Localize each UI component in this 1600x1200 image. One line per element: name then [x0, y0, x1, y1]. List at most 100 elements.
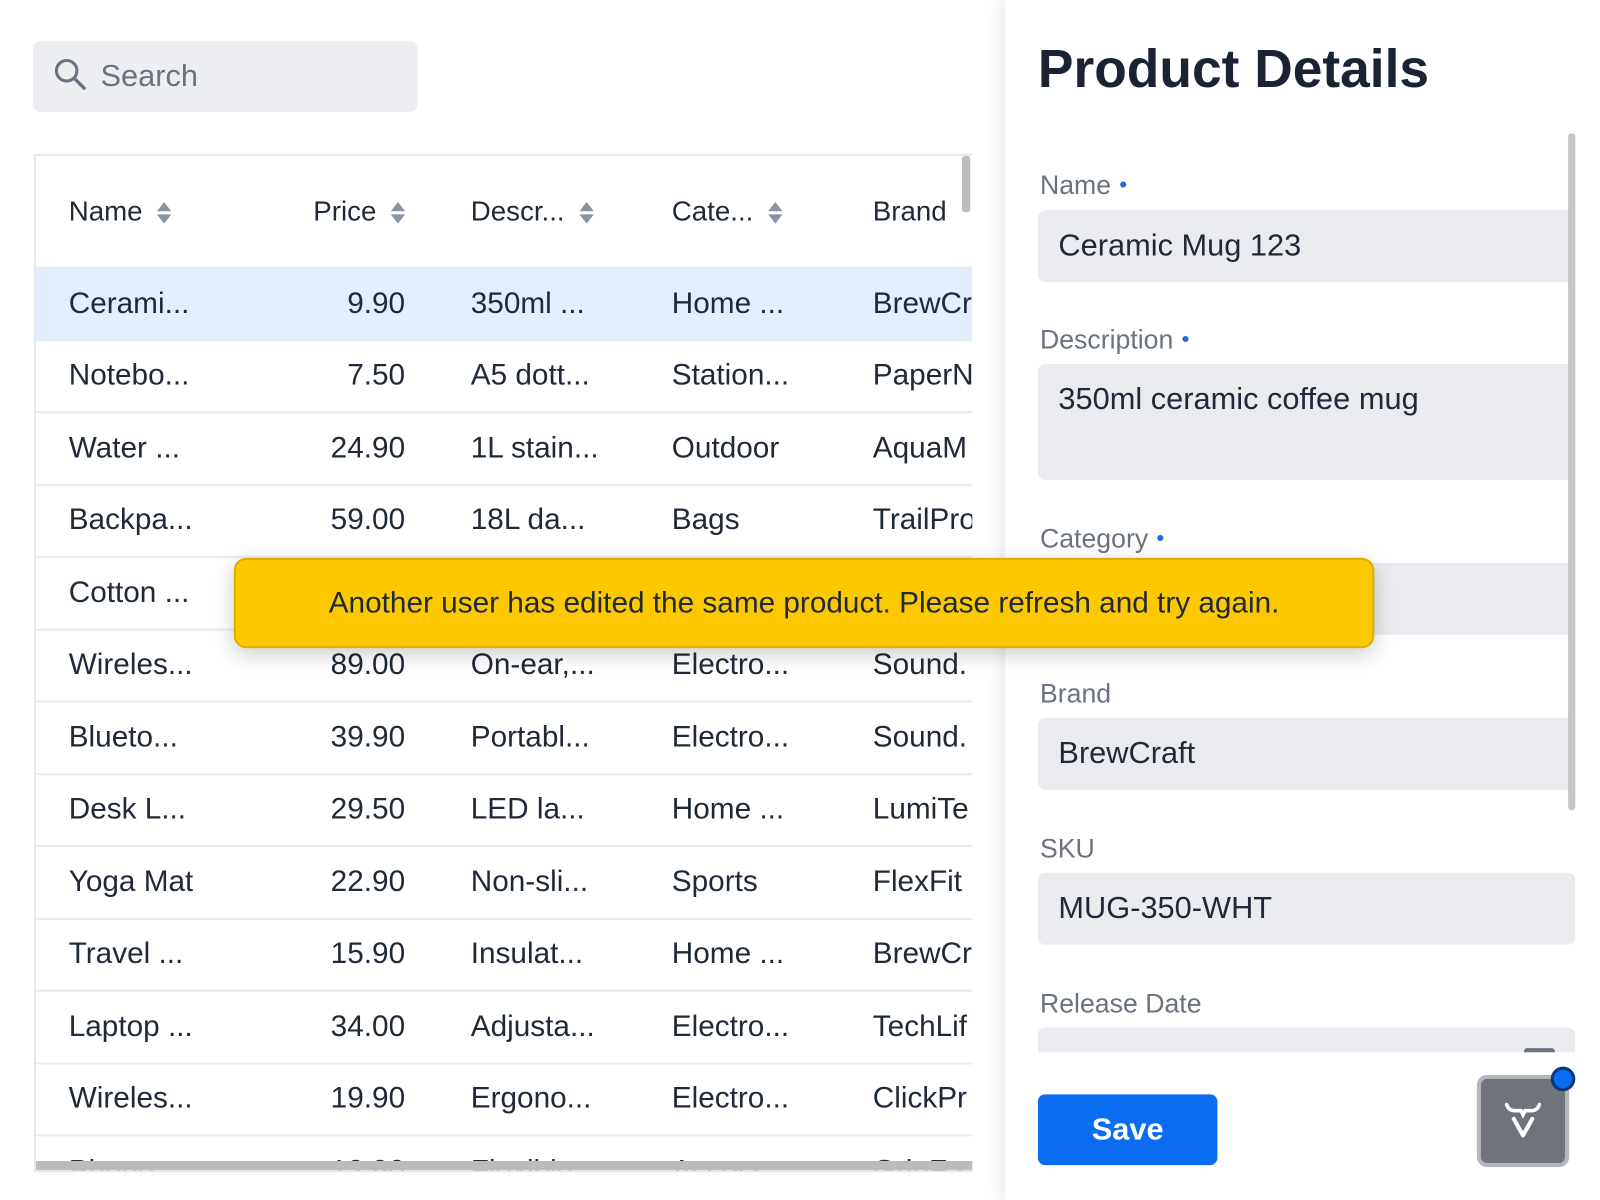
table-row[interactable]: Wireles... 89.00 On-ear,... Electro... Sound…	[35, 628, 973, 700]
required-indicator: •	[1119, 171, 1128, 197]
sort-icon[interactable]	[156, 201, 172, 224]
table-cell: Sports	[671, 865, 758, 899]
table-cell: Outdoor	[671, 431, 780, 465]
column-title: Cate...	[671, 195, 754, 227]
table-cell: Electro...	[671, 1082, 790, 1116]
label-text: Description	[1039, 324, 1174, 355]
error-notification: Another user has edited the same product…	[233, 557, 1375, 649]
field-label: SKU	[1040, 833, 1095, 865]
table-cell: 9.90	[347, 286, 406, 320]
required-indicator: •	[1156, 525, 1165, 551]
notification-message: Another user has edited the same product…	[328, 586, 1280, 619]
column-title: Brand	[872, 195, 947, 227]
table-cell: ClickPr	[872, 1082, 967, 1116]
product-grid: Name Price Descr... Cate... Brand Cerami... 9…	[33, 153, 973, 1173]
sort-icon[interactable]	[390, 201, 406, 224]
column-header-1[interactable]: Price	[313, 195, 406, 227]
table-row[interactable]: Notebo... 7.50 A5 dott... Station... PaperN	[35, 338, 972, 411]
table-row[interactable]: Laptop ... 34.00 Adjusta... Electro... TechL…	[35, 989, 973, 1062]
table-cell: 59.00	[330, 503, 406, 537]
table-cell: A5 dott...	[470, 359, 590, 393]
sort-icon[interactable]	[767, 201, 783, 224]
column-header-2[interactable]: Descr...	[471, 195, 594, 227]
table-cell: Insulat...	[470, 937, 584, 971]
column-title: Name	[68, 195, 143, 227]
table-cell: Non-sli...	[470, 865, 589, 899]
table-cell: LED la...	[470, 793, 585, 826]
save-button[interactable]: Save	[1037, 1094, 1218, 1166]
panel-title: Product Details	[1037, 39, 1430, 100]
column-header-0[interactable]: Name	[69, 195, 172, 227]
field-label: Release Date	[1040, 988, 1202, 1020]
field-label: Name •	[1040, 169, 1127, 201]
label-text: Name	[1039, 169, 1112, 200]
grid-vertical-scrollbar[interactable]	[962, 155, 971, 213]
table-cell: 24.90	[330, 431, 406, 465]
table-cell: 29.50	[330, 793, 406, 826]
table-row[interactable]: Wireles... 19.90 Ergono... Electro... ClickP…	[35, 1062, 973, 1134]
table-cell: Home ...	[671, 286, 785, 320]
table-cell: 34.00	[330, 1009, 406, 1043]
field-input-release-date[interactable]	[1037, 1027, 1576, 1053]
search-field[interactable]	[32, 41, 418, 112]
table-cell: BrewCr	[872, 286, 972, 320]
table-cell: 18L da...	[470, 503, 586, 537]
label-text: Brand	[1039, 677, 1112, 709]
table-row[interactable]: Travel ... 15.90 Insulat... Home ... BrewCr	[35, 917, 973, 989]
search-input[interactable]	[100, 58, 388, 94]
grid-header: Name Price Descr... Cate... Brand	[36, 156, 972, 267]
copilot-button[interactable]	[1476, 1066, 1576, 1168]
notification-dot	[1550, 1066, 1576, 1092]
table-row[interactable]: Yoga Mat 22.90 Non-sli... Sports FlexFit	[35, 845, 973, 917]
table-cell: FlexFit	[872, 865, 963, 899]
table-cell: Notebo...	[68, 359, 190, 393]
column-header-3[interactable]: Cate...	[671, 195, 783, 227]
table-row[interactable]: Blueto... 39.90 Portabl... Electro... Sound.	[35, 700, 973, 772]
calendar-icon[interactable]	[1524, 1048, 1555, 1053]
vaadin-logo-icon	[1503, 1098, 1544, 1144]
form-scrollbar[interactable]	[1568, 133, 1576, 811]
table-row[interactable]: Cotton ...	[35, 555, 973, 628]
column-header-4[interactable]: Brand	[873, 195, 972, 227]
table-row[interactable]: Cerami... 9.90 350ml ... Home ... BrewCr	[35, 266, 973, 339]
table-cell: Sound.	[872, 648, 968, 682]
table-cell: 350ml ...	[470, 286, 585, 320]
field-input-sku[interactable]: MUG-350-WHT	[1037, 872, 1576, 945]
label-text: Release Date	[1039, 987, 1202, 1019]
field-label: Category •	[1040, 523, 1164, 555]
sort-icon[interactable]	[578, 201, 594, 224]
table-cell: Water ...	[68, 431, 180, 465]
table-cell: 19.90	[330, 1082, 406, 1116]
table-cell: Adjusta...	[470, 1009, 595, 1043]
table-cell: TechLif	[872, 1009, 968, 1043]
table-cell: 15.90	[330, 937, 406, 971]
table-cell: 7.50	[347, 359, 406, 393]
table-cell: Wireles...	[68, 1082, 193, 1116]
table-cell: BrewCr	[872, 937, 972, 971]
table-cell: Bags	[671, 503, 740, 537]
table-row[interactable]: Desk L... 29.50 LED la... Home ... LumiTe	[35, 772, 973, 845]
table-cell: Ergono...	[470, 1082, 592, 1116]
table-cell: Yoga Mat	[68, 865, 194, 899]
table-cell: Blueto...	[68, 720, 178, 754]
table-cell: Electro...	[671, 720, 790, 754]
table-cell: TrailPro	[872, 503, 973, 537]
column-title: Descr...	[470, 195, 565, 227]
grid-horizontal-scrollbar[interactable]	[35, 1160, 973, 1171]
table-cell: Desk L...	[68, 793, 187, 826]
table-cell: 22.90	[330, 865, 406, 899]
table-cell: 39.90	[330, 720, 406, 754]
field-label: Brand	[1040, 678, 1111, 710]
table-cell: Portabl...	[470, 720, 590, 754]
table-cell: Home ...	[671, 937, 785, 971]
table-cell: 89.00	[330, 648, 406, 682]
label-text: SKU	[1039, 832, 1095, 864]
field-input-name[interactable]: Ceramic Mug 123	[1037, 210, 1576, 283]
table-row[interactable]: Water ... 24.90 1L stain... Outdoor AquaM	[35, 411, 973, 483]
table-cell: 1L stain...	[470, 431, 599, 465]
table-row[interactable]: Backpa... 59.00 18L da... Bags TrailPro	[35, 483, 973, 556]
table-cell: Electro...	[671, 648, 790, 682]
field-input-description[interactable]: 350ml ceramic coffee mug	[1037, 364, 1576, 480]
search-icon	[53, 57, 86, 95]
field-input-brand[interactable]: BrewCraft	[1037, 717, 1576, 790]
